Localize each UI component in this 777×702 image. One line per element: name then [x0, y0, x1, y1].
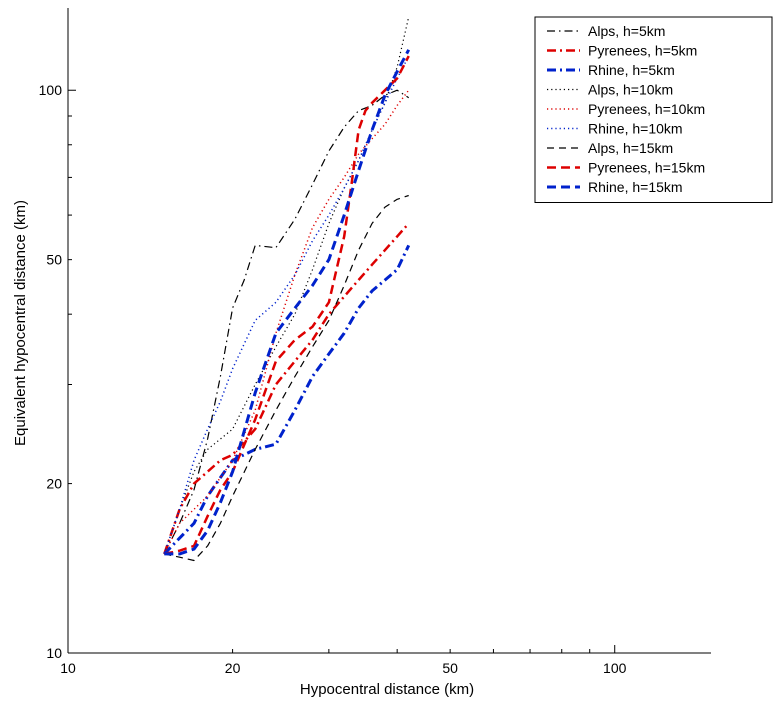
legend-label: Rhine, h=10km — [588, 121, 683, 137]
plot-lines — [163, 16, 411, 562]
x-axis-label: Hypocentral distance (km) — [300, 681, 474, 698]
legend-label: Alps, h=10km — [588, 82, 673, 98]
legend-label: Alps, h=5km — [588, 23, 665, 39]
x-tick-label: 100 — [603, 660, 627, 676]
y-tick-label: 100 — [39, 82, 63, 98]
legend-label: Pyrenees, h=15km — [588, 160, 705, 176]
y-tick-label: 50 — [46, 252, 62, 268]
legend: Alps, h=5km Pyrenees, h=5km Rhine, h=5km Al… — [534, 16, 773, 203]
legend-label: Rhine, h=5km — [588, 62, 675, 78]
series-line-3 — [163, 244, 411, 555]
y-axis-label: Equivalent hypocentral distance (km) — [12, 200, 29, 446]
legend-label: Pyrenees, h=5km — [588, 43, 697, 59]
series-line-8 — [164, 55, 410, 556]
legend-label: Alps, h=15km — [588, 140, 673, 156]
series-line-7 — [164, 194, 409, 562]
series-line-1 — [163, 89, 410, 555]
x-tick-label: 20 — [225, 660, 241, 676]
x-tick-label: 50 — [442, 660, 458, 676]
series-line-6 — [163, 55, 410, 555]
legend-box — [534, 16, 773, 203]
legend-label: Pyrenees, h=10km — [588, 101, 705, 117]
axes: 10 20 50 100 10 20 50 100 — [39, 8, 711, 676]
series-line-4 — [163, 16, 410, 555]
y-tick-label: 20 — [46, 476, 62, 492]
y-tick-label: 10 — [46, 645, 62, 661]
x-tick-label: 10 — [60, 660, 76, 676]
series-line-2 — [163, 222, 410, 555]
legend-label: Rhine, h=15km — [588, 179, 683, 195]
series-line-9 — [164, 49, 411, 556]
series-line-5 — [163, 89, 410, 555]
